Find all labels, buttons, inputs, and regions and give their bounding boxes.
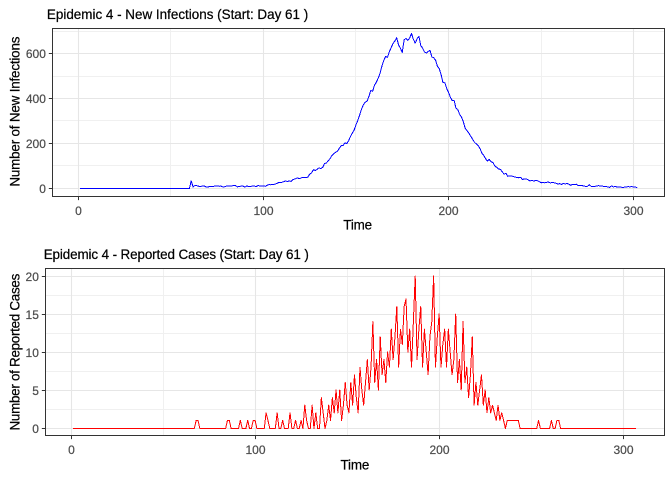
svg-text:0: 0 bbox=[75, 204, 82, 218]
svg-text:0: 0 bbox=[39, 182, 46, 196]
svg-text:Number of New Infections: Number of New Infections bbox=[8, 36, 23, 186]
svg-text:200: 200 bbox=[429, 443, 449, 457]
svg-text:10: 10 bbox=[26, 346, 40, 360]
svg-text:5: 5 bbox=[32, 384, 39, 398]
svg-text:Time: Time bbox=[341, 457, 370, 472]
svg-text:Time: Time bbox=[343, 217, 372, 232]
svg-text:0: 0 bbox=[32, 422, 39, 436]
svg-text:600: 600 bbox=[26, 47, 46, 61]
svg-text:Epidemic 4 - Reported Cases (S: Epidemic 4 - Reported Cases (Start: Day … bbox=[44, 247, 309, 262]
svg-text:100: 100 bbox=[245, 443, 265, 457]
svg-text:20: 20 bbox=[26, 270, 40, 284]
svg-text:100: 100 bbox=[253, 204, 273, 218]
svg-text:15: 15 bbox=[26, 308, 40, 322]
svg-text:Number of Reported Cases: Number of Reported Cases bbox=[8, 273, 23, 430]
svg-text:400: 400 bbox=[26, 92, 46, 106]
svg-text:300: 300 bbox=[623, 204, 643, 218]
svg-text:200: 200 bbox=[26, 137, 46, 151]
svg-text:200: 200 bbox=[438, 204, 458, 218]
svg-text:0: 0 bbox=[68, 443, 75, 457]
svg-text:Epidemic 4 - New Infections (S: Epidemic 4 - New Infections (Start: Day … bbox=[47, 7, 308, 22]
svg-text:300: 300 bbox=[613, 443, 633, 457]
